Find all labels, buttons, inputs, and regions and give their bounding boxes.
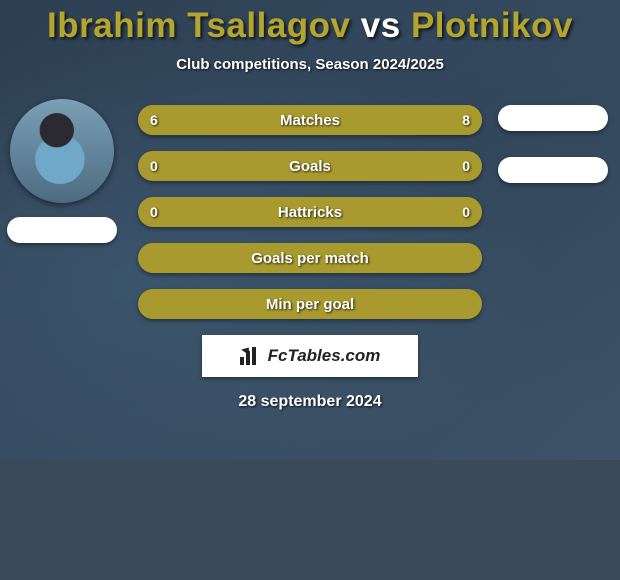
right-player-badge-2 — [498, 157, 608, 183]
stat-row: Goals0 0 — [138, 151, 482, 181]
stat-row: Hattricks0 0 — [138, 197, 482, 227]
compare-area: Matches68Goals00Hattricks00Goals per mat… — [0, 105, 620, 411]
content-root: Ibrahim Tsallagov vs Plotnikov Club comp… — [0, 0, 620, 411]
stat-label: Min per goal — [138, 289, 482, 319]
left-player-name-pill — [7, 217, 117, 243]
stat-value-left: 0 — [150, 151, 158, 181]
stat-label: Hattricks — [138, 197, 482, 227]
stat-row: Goals per match — [138, 243, 482, 273]
stat-row: Min per goal — [138, 289, 482, 319]
logo-box[interactable]: FcTables.com — [202, 335, 418, 377]
stat-label: Goals — [138, 151, 482, 181]
stat-label: Matches — [138, 105, 482, 135]
title-vs: vs — [361, 6, 401, 45]
logo-text: FcTables.com — [268, 346, 381, 366]
title-player1: Ibrahim Tsallagov — [47, 6, 351, 45]
page-title: Ibrahim Tsallagov vs Plotnikov — [0, 0, 620, 46]
stat-row: Matches6 8 — [138, 105, 482, 135]
stat-value-left: 0 — [150, 197, 158, 227]
stat-value-right: 0 — [462, 151, 470, 181]
left-player-avatar — [10, 99, 114, 203]
stat-label: Goals per match — [138, 243, 482, 273]
subtitle: Club competitions, Season 2024/2025 — [0, 56, 620, 73]
stat-value-right: 0 — [462, 197, 470, 227]
right-player-badge-1 — [498, 105, 608, 131]
left-player-column — [2, 99, 122, 243]
stat-value-right: 8 — [462, 105, 470, 135]
stat-value-left: 6 — [150, 105, 158, 135]
date-text: 28 september 2024 — [0, 393, 620, 411]
bar-chart-icon — [240, 347, 262, 365]
title-player2: Plotnikov — [411, 6, 573, 45]
stat-bars: Matches68Goals00Hattricks00Goals per mat… — [138, 105, 482, 319]
